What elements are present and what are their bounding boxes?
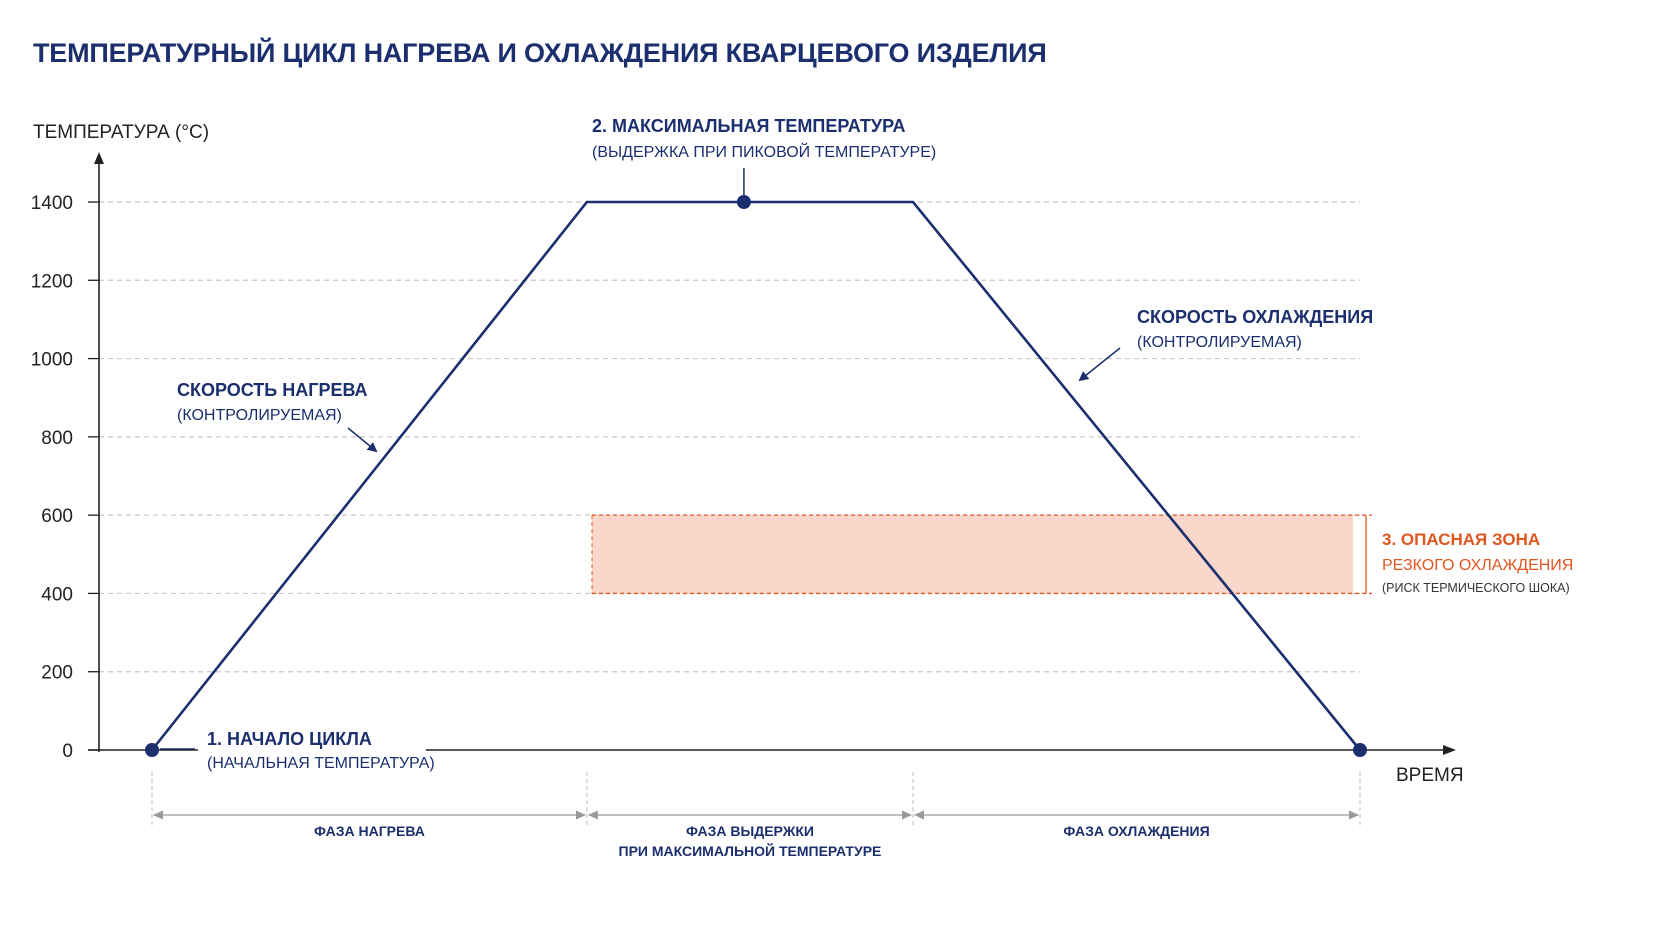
x-axis-arrow-icon bbox=[1443, 745, 1456, 755]
y-tick-label: 600 bbox=[41, 506, 73, 527]
danger-zone-note: (РИСК ТЕРМИЧЕСКОГО ШОКА) bbox=[1382, 581, 1570, 595]
y-tick-label: 1400 bbox=[31, 193, 73, 214]
max-annotation-title: 2. МАКСИМАЛЬНАЯ ТЕМПЕРАТУРА bbox=[592, 116, 906, 136]
danger-zone-subtitle: РЕЗКОГО ОХЛАЖДЕНИЯ bbox=[1382, 557, 1573, 574]
y-axis-label: ТЕМПЕРАТУРА (°C) bbox=[33, 122, 209, 143]
heating-rate-title: СКОРОСТЬ НАГРЕВА bbox=[177, 380, 368, 400]
cooling-rate-subtitle: (КОНТРОЛИРУЕМАЯ) bbox=[1137, 334, 1302, 351]
phase-label: ФАЗА ОХЛАЖДЕНИЯ bbox=[1063, 823, 1209, 839]
danger-zone-layer: 3. ОПАСНАЯ ЗОНА РЕЗКОГО ОХЛАЖДЕНИЯ (РИСК Т… bbox=[591, 514, 1573, 595]
temperature-series-line bbox=[150, 200, 1362, 751]
max-annotation-subtitle: (ВЫДЕРЖКА ПРИ ПИКОВОЙ ТЕМПЕРАТУРЕ) bbox=[592, 142, 936, 161]
heating-rate-subtitle: (КОНТРОЛИРУЕМАЯ) bbox=[177, 407, 342, 424]
phase-label: ФАЗА НАГРЕВА bbox=[314, 823, 425, 839]
danger-zone-rect bbox=[592, 515, 1353, 594]
chart-title: ТЕМПЕРАТУРНЫЙ ЦИКЛ НАГРЕВА И ОХЛАЖДЕНИЯ … bbox=[33, 37, 1047, 68]
data-point-marker bbox=[1353, 743, 1367, 757]
y-tick-label: 1200 bbox=[31, 271, 73, 292]
x-axis-label: ВРЕМЯ bbox=[1396, 765, 1464, 786]
cooling-rate-title: СКОРОСТЬ ОХЛАЖДЕНИЯ bbox=[1137, 307, 1373, 327]
cooling-rate-arrow-icon bbox=[1078, 347, 1121, 382]
annotation-layer: 1. НАЧАЛО ЦИКЛА (НАЧАЛЬНАЯ ТЕМПЕРАТУРА) 2.… bbox=[160, 116, 1373, 778]
phase-label-line2: ПРИ МАКСИМАЛЬНОЙ ТЕМПЕРАТУРЕ bbox=[619, 842, 882, 859]
axes-layer: 0 200 400 600 800 1000 1200 1400 ТЕМПЕРАТУРА (°C… bbox=[31, 122, 1464, 786]
start-label-bg bbox=[198, 728, 426, 778]
y-tick-label: 400 bbox=[41, 584, 73, 605]
y-tick-label: 200 bbox=[41, 663, 73, 684]
start-annotation-subtitle: (НАЧАЛЬНАЯ ТЕМПЕРАТУРА) bbox=[207, 755, 435, 772]
heating-rate-arrow-icon bbox=[347, 427, 378, 453]
phase-label: ФАЗА ВЫДЕРЖКИ bbox=[686, 823, 814, 839]
phase-layer: ФАЗА НАГРЕВА ФАЗА ВЫДЕРЖКИ ПРИ МАКСИМАЛЬНО… bbox=[151, 772, 1361, 859]
y-tick-label: 800 bbox=[41, 428, 73, 449]
data-point-marker bbox=[736, 195, 751, 209]
danger-zone-title: 3. ОПАСНАЯ ЗОНА bbox=[1382, 530, 1540, 549]
grid-layer bbox=[90, 201, 1360, 673]
series-layer bbox=[145, 195, 1367, 757]
start-annotation-title: 1. НАЧАЛО ЦИКЛА bbox=[207, 729, 372, 749]
y-tick-label: 1000 bbox=[31, 350, 73, 371]
data-point-marker bbox=[145, 743, 159, 757]
y-axis-arrow-icon bbox=[94, 152, 104, 164]
y-tick-label: 0 bbox=[62, 741, 73, 762]
